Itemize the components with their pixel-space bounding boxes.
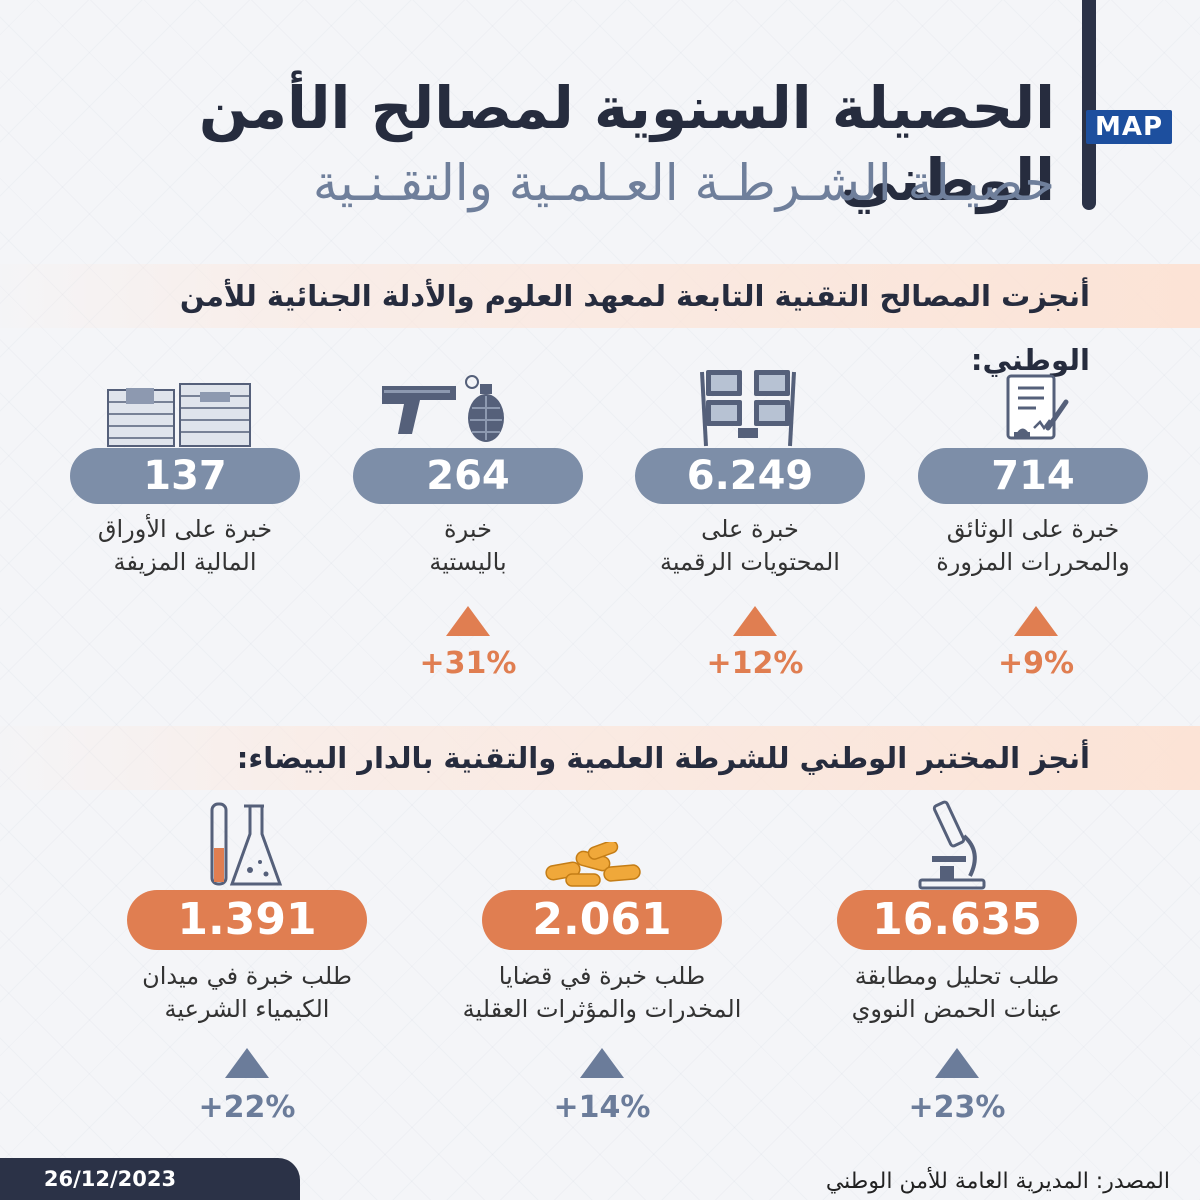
increase-triangle-icon [1014,606,1058,636]
stat-label-forged-documents: خبرة على الوثائق والمحررات المزورة [936,515,1130,576]
microscope-icon [912,796,992,892]
lab-flask-icon [206,800,286,892]
stat-value-forged-documents: 714 [918,448,1148,504]
increase-triangle-icon [225,1048,269,1078]
map-logo: MAP [1086,110,1172,144]
stat-label-counterfeit-money: خبرة على الأوراق المالية المزيفة [97,515,273,576]
page-title: الحصيلة السنوية لمصالح الأمن الوطني [198,74,1056,214]
footer-source: المصدر: المديرية العامة للأمن الوطني [825,1169,1170,1194]
digital-screens-icon [698,366,798,448]
stat-label-digital-content: خبرة على المحتويات الرقمية [660,515,840,576]
page-subtitle: حصيـلة الشـرطـة العـلمـية والتقـنـية [312,154,1055,212]
footer-date: 26/12/2023 [43,1167,177,1191]
stat-label-dna-analysis: طلب تحليل ومطابقة عينات الحمض النووي [851,962,1063,1023]
stat-label-ballistics: خبرة باليستية [429,515,507,576]
stat-value-ballistics: 264 [353,448,583,504]
stat-label-forensic-chemistry: طلب خبرة في ميدان الكيمياء الشرعية [142,962,352,1023]
stat-value-digital-content: 6.249 [635,448,865,504]
section1-band [0,264,1200,328]
change-forensic-chemistry: +22% [198,1090,296,1125]
stat-label-narcotics: طلب خبرة في قضايا المخدرات والمؤثرات العق… [462,962,742,1023]
stat-value-narcotics: 2.061 [482,890,722,950]
change-dna-analysis: +23% [908,1090,1006,1125]
banknotes-icon [104,380,254,450]
section2-band [0,726,1200,790]
stat-value-counterfeit-money: 137 [70,448,300,504]
pills-icon [540,842,650,890]
increase-triangle-icon [733,606,777,636]
increase-triangle-icon [935,1048,979,1078]
gun-grenade-icon [380,374,510,446]
stat-value-forensic-chemistry: 1.391 [127,890,367,950]
change-forged-documents: +9% [997,646,1075,681]
header-accent-bar [1082,0,1096,210]
increase-triangle-icon [446,606,490,636]
change-narcotics: +14% [553,1090,651,1125]
section1-heading: أنجزت المصالح التقنية التابعة لمعهد العل… [179,279,1090,377]
forged-document-icon [1000,372,1070,447]
change-ballistics: +31% [419,646,517,681]
stat-value-dna-analysis: 16.635 [837,890,1077,950]
change-digital-content: +12% [706,646,804,681]
increase-triangle-icon [580,1048,624,1078]
footer-date-background [0,1158,300,1200]
section2-heading: أنجز المختبر الوطني للشرطة العلمية والتق… [236,741,1090,775]
